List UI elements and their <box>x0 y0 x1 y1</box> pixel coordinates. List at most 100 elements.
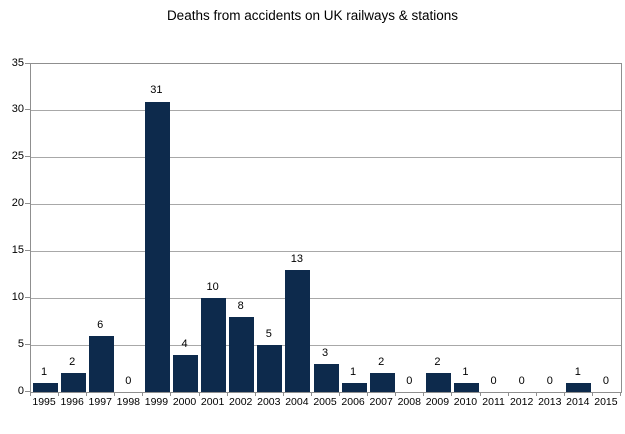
bar <box>173 354 199 392</box>
gridline <box>31 157 621 159</box>
bar <box>201 298 227 392</box>
bar-value-label: 13 <box>290 253 304 266</box>
bar <box>32 382 58 392</box>
x-tick-mark <box>226 392 228 396</box>
bar <box>313 363 339 392</box>
y-tick-mark <box>25 109 30 111</box>
x-tick-mark <box>58 392 60 396</box>
chart-title: Deaths from accidents on UK railways & s… <box>166 8 459 23</box>
bar-value-label: 31 <box>150 84 163 97</box>
bar-value-label: 10 <box>206 281 219 294</box>
gridline <box>31 110 621 112</box>
x-tick-label: 1996 <box>60 396 84 408</box>
bar <box>566 382 592 392</box>
y-tick-mark <box>25 62 30 64</box>
x-tick-mark <box>367 392 369 396</box>
bar <box>453 382 479 392</box>
bar-value-label: 1 <box>350 365 357 378</box>
y-axis-tick-label: 15 <box>11 243 24 256</box>
x-tick-label: 2002 <box>229 396 253 408</box>
x-tick-label: 2000 <box>172 396 197 408</box>
x-tick-label: 1997 <box>88 396 112 408</box>
bar <box>341 382 367 392</box>
x-tick-mark <box>479 392 481 396</box>
x-tick-label: 2005 <box>313 396 337 408</box>
bar-value-label: 0 <box>125 375 132 387</box>
x-tick-label: 2007 <box>369 396 393 408</box>
bar <box>257 345 283 392</box>
bar-value-label: 0 <box>546 375 553 387</box>
bar <box>144 101 170 392</box>
x-tick-mark <box>620 392 621 396</box>
x-tick-mark <box>563 392 565 396</box>
y-tick-mark <box>25 156 30 158</box>
x-tick-label: 2010 <box>453 396 478 408</box>
bar <box>285 270 311 392</box>
bar <box>60 373 86 392</box>
y-tick-mark <box>25 343 30 345</box>
x-tick-label: 2015 <box>594 396 618 408</box>
bar <box>369 373 395 392</box>
bar-value-label: 8 <box>237 300 244 313</box>
x-tick-mark <box>339 392 341 396</box>
x-tick-mark <box>395 392 397 396</box>
bar-value-label: 2 <box>69 356 76 369</box>
gridline <box>31 344 621 346</box>
x-tick-mark <box>198 392 200 396</box>
x-tick-mark <box>507 392 509 396</box>
x-tick-mark <box>535 392 537 396</box>
x-tick-label: 2014 <box>566 396 590 408</box>
x-tick-label: 2012 <box>509 396 534 408</box>
bar-value-label: 3 <box>321 346 329 359</box>
x-tick-label: 2008 <box>397 396 421 408</box>
x-tick-label: 2011 <box>482 396 505 408</box>
bar-value-label: 2 <box>434 356 441 369</box>
bar-value-label: 0 <box>602 375 609 387</box>
x-tick-label: 2001 <box>200 396 225 408</box>
gridline <box>31 297 621 299</box>
y-tick-mark <box>25 249 30 251</box>
x-tick-mark <box>86 392 88 396</box>
y-tick-mark <box>25 296 30 298</box>
bar-value-label: 0 <box>518 375 525 387</box>
bar <box>425 373 451 392</box>
x-tick-label: 2003 <box>257 396 281 408</box>
x-tick-label: 1999 <box>144 396 169 408</box>
bar-value-label: 6 <box>97 318 104 331</box>
x-tick-label: 2006 <box>341 396 365 408</box>
x-tick-label: 2004 <box>285 396 309 408</box>
plot-area <box>30 63 622 393</box>
y-axis-tick-label: 5 <box>17 337 24 350</box>
bar-value-label: 1 <box>40 365 48 378</box>
x-tick-mark <box>310 392 312 396</box>
y-axis-tick-label: 25 <box>11 150 24 163</box>
y-axis-tick-label: 30 <box>11 103 24 116</box>
bar-value-label: 0 <box>490 375 497 387</box>
gridline <box>31 204 621 206</box>
bar-value-label: 5 <box>265 328 272 341</box>
bar-value-label: 0 <box>406 375 413 387</box>
x-tick-mark <box>142 392 144 396</box>
bar <box>229 317 255 392</box>
x-tick-label: 1995 <box>32 396 56 408</box>
x-tick-label: 2013 <box>538 396 562 408</box>
bar-value-label: 1 <box>574 365 581 378</box>
x-tick-mark <box>282 392 284 396</box>
x-tick-mark <box>591 392 593 396</box>
y-tick-mark <box>25 390 30 392</box>
bar-value-label: 1 <box>462 365 469 378</box>
y-axis-tick-label: 20 <box>11 197 24 210</box>
x-tick-mark <box>254 392 256 396</box>
gridline <box>31 250 621 252</box>
x-tick-label: 1998 <box>116 396 140 408</box>
x-tick-mark <box>423 392 425 396</box>
y-tick-mark <box>25 203 30 205</box>
y-axis-tick-label: 0 <box>17 384 24 397</box>
x-tick-mark <box>170 392 172 396</box>
y-axis-tick-label: 10 <box>11 290 24 303</box>
bar-value-label: 2 <box>378 356 385 369</box>
x-tick-mark <box>114 392 116 396</box>
y-axis-tick-label: 35 <box>11 56 24 69</box>
bar-value-label: 4 <box>181 337 188 350</box>
